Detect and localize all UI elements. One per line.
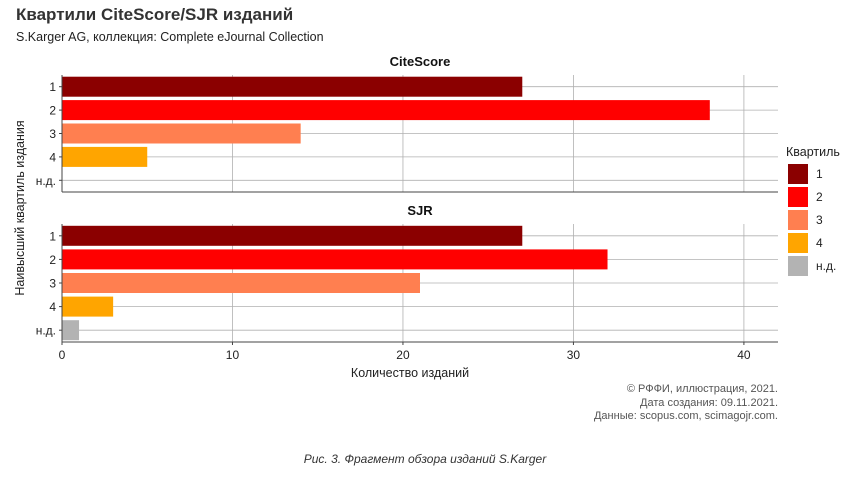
legend-label: 3 — [816, 213, 823, 227]
credits-line-date: Дата создания: 09.11.2021. — [640, 396, 778, 409]
y-tick-label: 3 — [49, 277, 56, 291]
legend-swatch — [788, 164, 808, 184]
x-tick-label: 40 — [737, 348, 751, 362]
legend-label: н.д. — [816, 259, 836, 273]
y-tick-label: 4 — [49, 150, 56, 164]
credits-line-source: Данные: scopus.com, scimagojr.com. — [593, 410, 778, 422]
y-tick-label: 2 — [49, 104, 56, 118]
x-tick-label: 20 — [396, 348, 410, 362]
x-tick-label: 0 — [59, 348, 66, 362]
bar — [62, 296, 114, 317]
legend-title: Квартиль — [786, 145, 840, 159]
bar — [62, 146, 148, 167]
bar — [62, 225, 523, 246]
legend-swatch — [788, 187, 808, 207]
bar — [62, 76, 523, 97]
y-tick-label: 3 — [49, 127, 56, 141]
y-tick-label: 4 — [49, 300, 56, 314]
bar — [62, 123, 301, 144]
bar — [62, 320, 80, 341]
legend-swatch — [788, 210, 808, 230]
y-tick-label: н.д. — [36, 174, 56, 188]
legend-swatch — [788, 233, 808, 253]
x-tick-label: 30 — [567, 348, 581, 362]
y-tick-label: н.д. — [36, 324, 56, 338]
legend-label: 1 — [816, 167, 823, 181]
panel-title: SJR — [407, 203, 433, 218]
chart-title: Квартили CiteScore/SJR изданий — [16, 5, 294, 24]
credits: © РФФИ, иллюстрация, 2021. Дата создания… — [594, 383, 778, 424]
credits-line-copyright: © РФФИ, иллюстрация, 2021. — [626, 383, 778, 395]
legend-label: 2 — [816, 190, 823, 204]
y-tick-label: 1 — [49, 229, 56, 243]
x-tick-label: 10 — [226, 348, 240, 362]
figure-caption: Рис. 3. Фрагмент обзора изданий S.Karger — [303, 452, 547, 466]
y-tick-label: 2 — [49, 253, 56, 267]
legend-swatch — [788, 256, 808, 276]
x-axis-title: Количество изданий — [351, 366, 469, 380]
y-tick-label: 1 — [49, 80, 56, 94]
bar — [62, 100, 710, 121]
bar — [62, 273, 420, 293]
chart-subtitle: S.Karger AG, коллекция: Complete eJourna… — [16, 30, 324, 44]
y-axis-title: Наивысший квартиль издания — [13, 120, 27, 295]
bar — [62, 249, 608, 270]
panel-title: CiteScore — [390, 54, 451, 69]
legend-label: 4 — [816, 236, 823, 250]
